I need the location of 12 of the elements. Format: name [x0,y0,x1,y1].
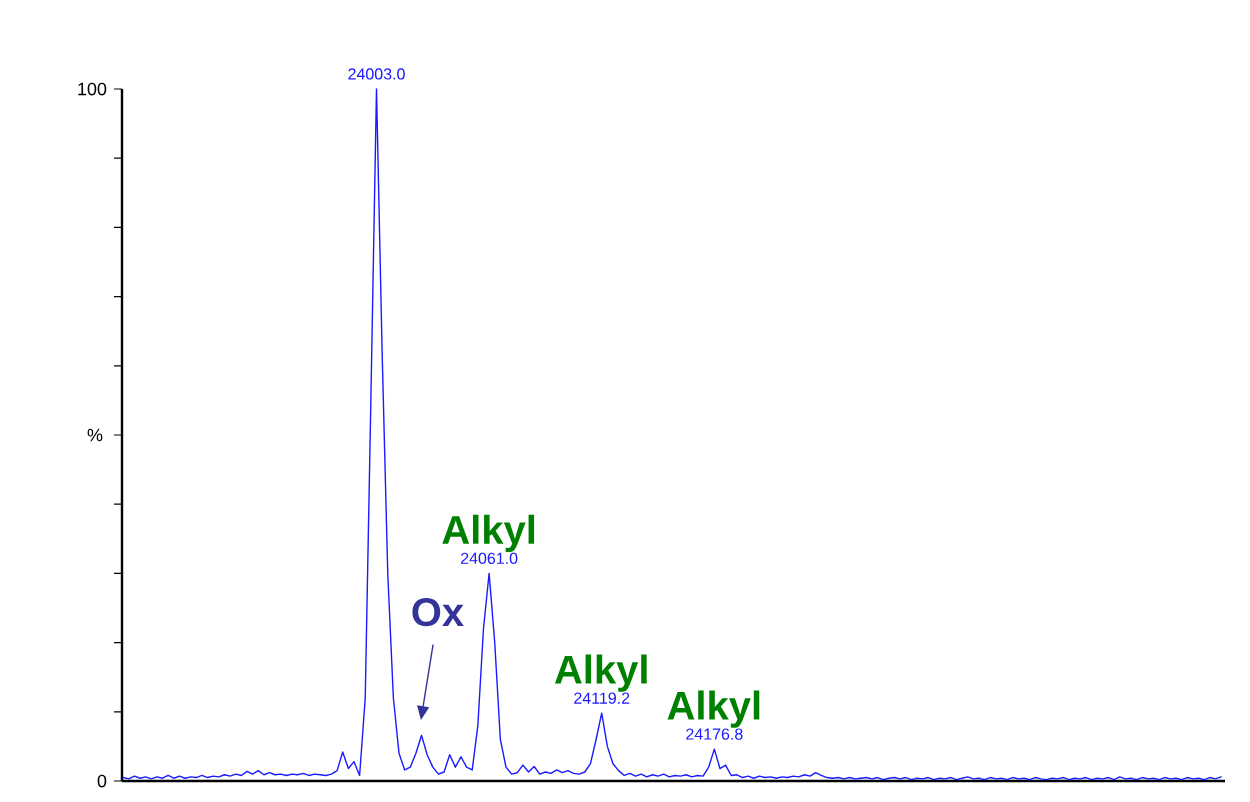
annotation: 24003.0 [348,68,405,80]
annotation: 24119.2 [574,692,630,704]
annotation: Alkyl [667,690,760,728]
y-tick-label: 100 [78,82,107,96]
annotation: 24061.0 [461,552,518,564]
y-axis-title: % [87,428,103,442]
line-series [122,88,1222,781]
annotation: Alkyl [554,654,647,692]
y-tick-label: 0 [97,774,107,788]
annotation: 24176.8 [686,728,743,740]
annotation: Ox [412,597,464,627]
annotation: Alkyl [442,514,535,553]
